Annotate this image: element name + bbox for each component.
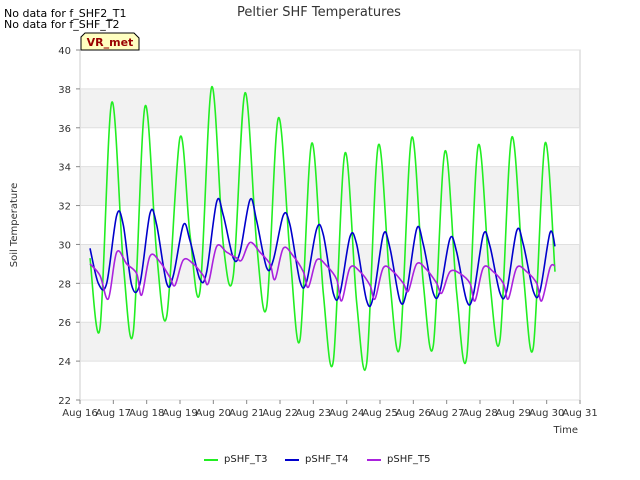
y-tick-label: 28 bbox=[58, 279, 71, 290]
legend-item-pshf-t4: pSHF_T4 bbox=[285, 454, 348, 465]
gridlines bbox=[80, 49, 580, 401]
chart-title: Peltier SHF Temperatures bbox=[237, 5, 401, 20]
plot-band bbox=[80, 322, 580, 362]
y-tick-label: 30 bbox=[58, 240, 71, 251]
no-data-message-1: No data for f_SHF2_T1 bbox=[4, 7, 127, 20]
legend-item-pshf-t5: pSHF_T5 bbox=[367, 454, 430, 465]
legend-swatch-t3 bbox=[204, 458, 218, 461]
y-tick-label: 38 bbox=[58, 85, 71, 96]
y-axis: 22 24 26 28 30 32 34 36 38 40 bbox=[58, 46, 80, 407]
x-tick-label: Aug 20 bbox=[196, 408, 231, 419]
y-tick-label: 26 bbox=[58, 318, 71, 329]
series-line-pshf-t5 bbox=[89, 241, 556, 302]
x-tick-label: Aug 21 bbox=[229, 408, 264, 419]
no-data-message-2: No data for f_SHF_T2 bbox=[4, 18, 120, 31]
legend-item-pshf-t3: pSHF_T3 bbox=[204, 454, 267, 465]
x-tick-label: Aug 19 bbox=[162, 408, 197, 419]
y-tick-label: 36 bbox=[58, 124, 71, 135]
legend-swatch-t4 bbox=[285, 458, 299, 461]
plot-band bbox=[80, 50, 580, 89]
plot-background bbox=[80, 50, 580, 400]
series-line-pshf-t3 bbox=[89, 86, 556, 372]
y-tick-label: 24 bbox=[58, 357, 71, 368]
y-tick-label: 22 bbox=[58, 396, 71, 407]
legend-label-t5: pSHF_T5 bbox=[387, 454, 431, 465]
x-tick-label: Aug 26 bbox=[396, 408, 431, 419]
legend-label-t3: pSHF_T3 bbox=[224, 454, 268, 465]
x-tick-label: Aug 17 bbox=[96, 408, 131, 419]
series-lines bbox=[89, 86, 556, 372]
x-tick-label: Aug 29 bbox=[496, 408, 531, 419]
y-axis-label: Soil Temperature bbox=[9, 183, 20, 268]
plot-band bbox=[80, 166, 580, 206]
x-tick-label: Aug 18 bbox=[129, 408, 164, 419]
y-tick-label: 40 bbox=[58, 46, 71, 57]
legend-label-t4: pSHF_T4 bbox=[305, 454, 349, 465]
y-tick-label: 34 bbox=[58, 163, 71, 174]
series-line-pshf-t4 bbox=[89, 197, 556, 308]
x-tick-label: Aug 16 bbox=[62, 408, 97, 419]
legend-swatch-t5 bbox=[367, 458, 381, 461]
x-tick-label: Aug 31 bbox=[562, 408, 597, 419]
plot-band bbox=[80, 205, 580, 245]
vr-met-label: VR_met bbox=[87, 36, 134, 49]
plot-band bbox=[80, 127, 580, 167]
x-tick-label: Aug 22 bbox=[262, 408, 297, 419]
y-tick-label: 32 bbox=[58, 202, 71, 213]
plot-band bbox=[80, 361, 580, 400]
x-tick-label: Aug 24 bbox=[329, 408, 364, 419]
x-tick-label: Aug 27 bbox=[429, 408, 464, 419]
x-tick-label: Aug 25 bbox=[362, 408, 397, 419]
x-tick-label: Aug 23 bbox=[296, 408, 331, 419]
x-axis-label: Time bbox=[553, 425, 578, 436]
plot-band bbox=[80, 88, 580, 128]
vr-met-annotation: VR_met bbox=[80, 32, 140, 51]
x-tick-label: Aug 30 bbox=[529, 408, 564, 419]
x-tick-label: Aug 28 bbox=[462, 408, 497, 419]
